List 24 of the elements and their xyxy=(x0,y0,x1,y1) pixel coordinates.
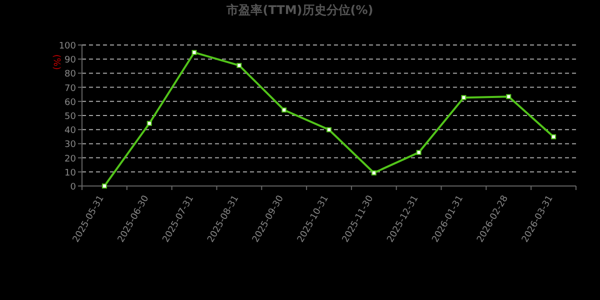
y-axis-title: (%) xyxy=(51,54,61,70)
y-tick-label: 10 xyxy=(64,168,76,178)
y-tick-label: 80 xyxy=(64,70,76,80)
y-tick-label: 100 xyxy=(58,42,76,52)
y-tick-label: 0 xyxy=(70,182,76,192)
point xyxy=(371,170,376,176)
y-tick-label: 70 xyxy=(64,84,76,94)
point xyxy=(192,50,197,55)
y-tick-label: 50 xyxy=(64,112,76,122)
y-tick-label: 90 xyxy=(64,56,76,66)
point xyxy=(326,127,332,132)
y-tick-label: 60 xyxy=(64,98,76,108)
y-tick-label: 30 xyxy=(64,140,76,150)
point xyxy=(461,95,466,100)
point xyxy=(551,134,556,140)
point xyxy=(146,120,152,126)
point xyxy=(102,184,107,188)
point xyxy=(236,62,242,68)
y-tick-label: 40 xyxy=(64,126,76,136)
y-tick-label: 20 xyxy=(64,154,76,164)
point xyxy=(282,108,287,112)
point xyxy=(506,94,512,100)
point xyxy=(416,150,422,155)
chart-title: 市盈率(TTM)历史分位(%) xyxy=(226,3,374,17)
